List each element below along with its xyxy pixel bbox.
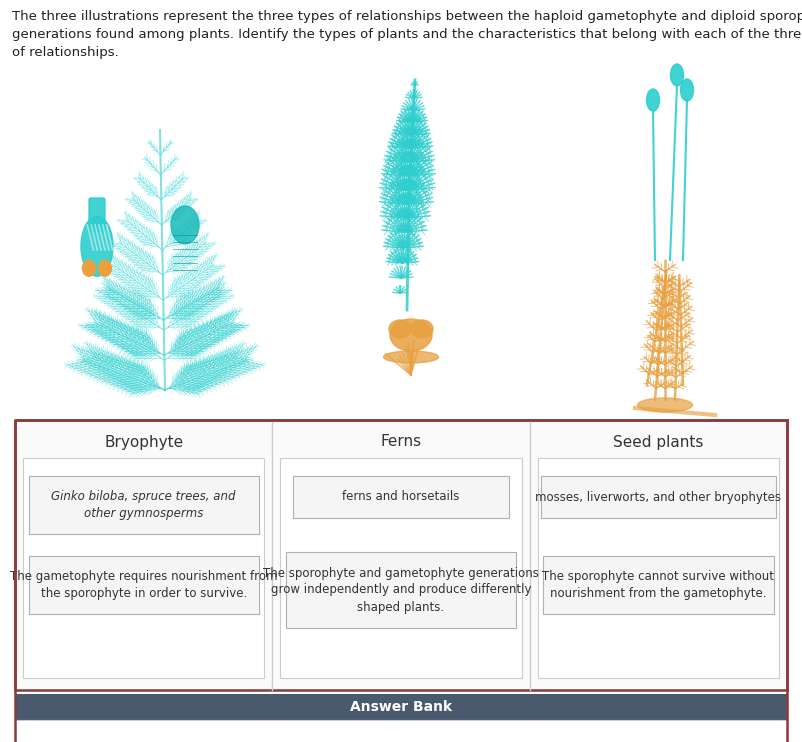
Text: The sporophyte and gametophyte generations
grow independently and produce differ: The sporophyte and gametophyte generatio…	[263, 566, 539, 614]
FancyBboxPatch shape	[537, 458, 779, 678]
Text: The gametophyte requires nourishment from
the sporophyte in order to survive.: The gametophyte requires nourishment fro…	[10, 570, 277, 600]
Ellipse shape	[171, 206, 199, 244]
FancyBboxPatch shape	[23, 458, 265, 678]
Text: Answer Bank: Answer Bank	[350, 700, 452, 714]
Ellipse shape	[411, 320, 433, 338]
FancyBboxPatch shape	[543, 556, 773, 614]
Text: Bryophyte: Bryophyte	[104, 435, 183, 450]
Text: Ginko biloba, spruce trees, and
other gymnosperms: Ginko biloba, spruce trees, and other gy…	[51, 490, 236, 520]
Ellipse shape	[670, 64, 683, 86]
Text: The sporophyte cannot survive without
nourishment from the gametophyte.: The sporophyte cannot survive without no…	[542, 570, 775, 600]
Ellipse shape	[638, 398, 692, 412]
Ellipse shape	[99, 260, 111, 276]
FancyBboxPatch shape	[15, 720, 787, 742]
Ellipse shape	[389, 320, 411, 338]
FancyBboxPatch shape	[281, 458, 521, 678]
FancyBboxPatch shape	[29, 476, 259, 534]
Ellipse shape	[383, 351, 439, 363]
Ellipse shape	[83, 260, 95, 276]
Ellipse shape	[81, 216, 113, 276]
Text: Seed plants: Seed plants	[614, 435, 703, 450]
FancyBboxPatch shape	[286, 552, 516, 628]
Text: Ferns: Ferns	[380, 435, 422, 450]
FancyBboxPatch shape	[89, 198, 105, 232]
Ellipse shape	[681, 79, 694, 101]
Text: The three illustrations represent the three types of relationships between the h: The three illustrations represent the th…	[12, 10, 802, 59]
FancyBboxPatch shape	[541, 476, 776, 518]
FancyBboxPatch shape	[29, 556, 259, 614]
FancyBboxPatch shape	[294, 476, 508, 518]
Ellipse shape	[390, 319, 432, 351]
Text: mosses, liverworts, and other bryophytes: mosses, liverworts, and other bryophytes	[535, 490, 781, 504]
Text: ferns and horsetails: ferns and horsetails	[342, 490, 460, 504]
FancyBboxPatch shape	[15, 420, 787, 690]
FancyBboxPatch shape	[15, 694, 787, 720]
Ellipse shape	[646, 89, 659, 111]
